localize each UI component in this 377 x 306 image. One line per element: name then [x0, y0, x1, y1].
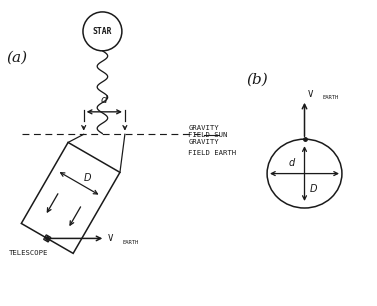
Text: TELESCOPE: TELESCOPE: [9, 250, 48, 256]
Text: d: d: [101, 95, 107, 106]
Text: D: D: [83, 174, 91, 183]
Text: V: V: [107, 233, 113, 243]
Text: D: D: [310, 184, 317, 194]
Text: V: V: [308, 90, 313, 99]
Text: EARTH: EARTH: [322, 95, 338, 100]
Text: (b): (b): [247, 73, 268, 87]
Text: FIELD EARTH: FIELD EARTH: [188, 150, 237, 156]
Text: EARTH: EARTH: [122, 240, 138, 245]
Text: (a): (a): [6, 50, 27, 65]
Text: STAR: STAR: [93, 27, 112, 36]
Text: GRAVITY: GRAVITY: [188, 125, 219, 131]
Text: FIELD SUN: FIELD SUN: [188, 132, 228, 138]
Text: d: d: [288, 158, 294, 168]
Text: GRAVITY: GRAVITY: [188, 139, 219, 145]
